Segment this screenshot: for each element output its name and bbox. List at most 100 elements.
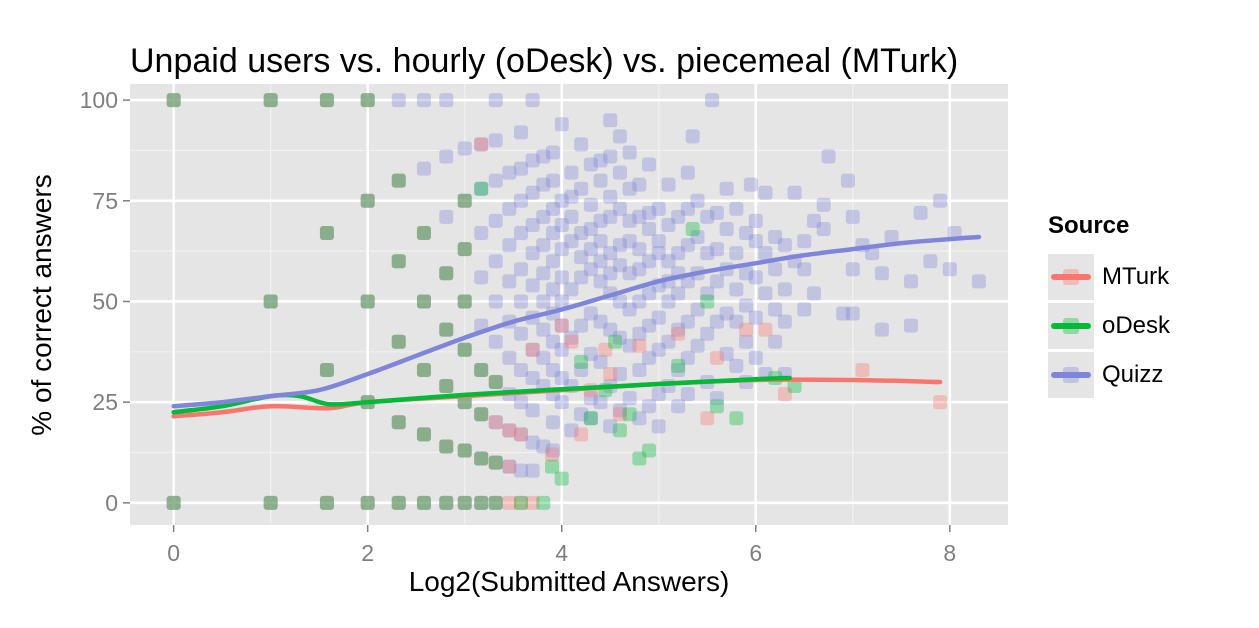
data-point — [360, 93, 375, 108]
points-quizz — [166, 93, 986, 510]
data-point — [474, 407, 489, 422]
data-point — [319, 226, 334, 241]
data-point — [593, 254, 608, 269]
data-point — [632, 451, 647, 466]
data-point — [574, 427, 589, 442]
data-point — [545, 282, 560, 297]
data-point — [700, 411, 715, 426]
data-point — [748, 350, 763, 365]
data-point — [661, 294, 676, 309]
legend-key-mturk — [1048, 253, 1094, 300]
data-point — [525, 93, 540, 108]
data-point — [787, 185, 802, 200]
data-point — [690, 338, 705, 353]
data-point — [593, 173, 608, 188]
data-point — [416, 226, 431, 241]
data-point — [457, 443, 472, 458]
data-point — [700, 326, 715, 341]
data-point — [513, 427, 528, 442]
data-point — [622, 234, 637, 249]
data-point — [474, 451, 489, 466]
data-point — [474, 407, 489, 422]
data-point — [439, 322, 454, 337]
data-point — [319, 93, 334, 108]
data-point — [603, 209, 618, 224]
data-point — [545, 362, 560, 377]
data-point — [391, 495, 406, 510]
data-point — [536, 322, 551, 337]
data-point — [536, 238, 551, 253]
data-point — [612, 201, 627, 216]
data-point — [632, 242, 647, 257]
data-point — [583, 391, 598, 406]
data-point — [748, 310, 763, 325]
data-point — [632, 326, 647, 341]
x-tick-label: 2 — [361, 540, 374, 566]
data-point — [671, 399, 686, 414]
data-point — [593, 354, 608, 369]
data-point — [574, 362, 589, 377]
data-point — [319, 226, 334, 241]
data-point — [457, 495, 472, 510]
data-point — [536, 149, 551, 164]
data-point — [513, 294, 528, 309]
data-point — [797, 302, 812, 317]
data-point — [758, 246, 773, 261]
data-point — [525, 495, 540, 510]
legend-item-quizz: Quizz — [1048, 350, 1170, 399]
data-point — [661, 177, 676, 192]
data-point — [865, 246, 880, 261]
data-point — [739, 226, 754, 241]
data-point — [513, 262, 528, 277]
data-point — [622, 181, 637, 196]
data-points — [166, 93, 986, 510]
data-point — [474, 226, 489, 241]
data-point — [603, 266, 618, 281]
data-point — [661, 217, 676, 232]
data-point — [758, 286, 773, 301]
data-point — [474, 407, 489, 422]
data-point — [474, 495, 489, 510]
data-point — [554, 117, 569, 132]
data-point — [554, 318, 569, 333]
data-point — [416, 495, 431, 510]
data-point — [593, 395, 608, 410]
data-point — [416, 495, 431, 510]
points-mturk — [166, 93, 948, 510]
data-point — [583, 197, 598, 212]
data-point — [488, 495, 503, 510]
data-point — [545, 415, 560, 430]
data-point — [564, 234, 579, 249]
x-tick-label: 6 — [749, 540, 762, 566]
data-point — [457, 395, 472, 410]
data-point — [554, 342, 569, 357]
data-point — [632, 338, 647, 353]
data-point — [360, 294, 375, 309]
data-point — [439, 495, 454, 510]
data-point — [439, 209, 454, 224]
data-point — [319, 495, 334, 510]
smooth-lines — [171, 234, 982, 419]
data-point — [439, 322, 454, 337]
data-point — [360, 294, 375, 309]
data-point — [690, 230, 705, 245]
data-point — [457, 242, 472, 257]
data-point — [574, 407, 589, 422]
data-point — [439, 495, 454, 510]
data-point — [416, 427, 431, 442]
data-point — [457, 294, 472, 309]
data-point — [416, 294, 431, 309]
data-point — [554, 242, 569, 257]
data-point — [739, 334, 754, 349]
data-point — [748, 213, 763, 228]
data-point — [642, 157, 657, 172]
data-point — [743, 177, 758, 192]
data-point — [671, 322, 686, 337]
legend: Source MTurk oDesk Quizz — [1048, 212, 1170, 399]
data-point — [719, 306, 734, 321]
data-point — [816, 221, 831, 236]
x-tick-label: 8 — [943, 540, 956, 566]
data-point — [612, 366, 627, 381]
data-point — [709, 399, 724, 414]
